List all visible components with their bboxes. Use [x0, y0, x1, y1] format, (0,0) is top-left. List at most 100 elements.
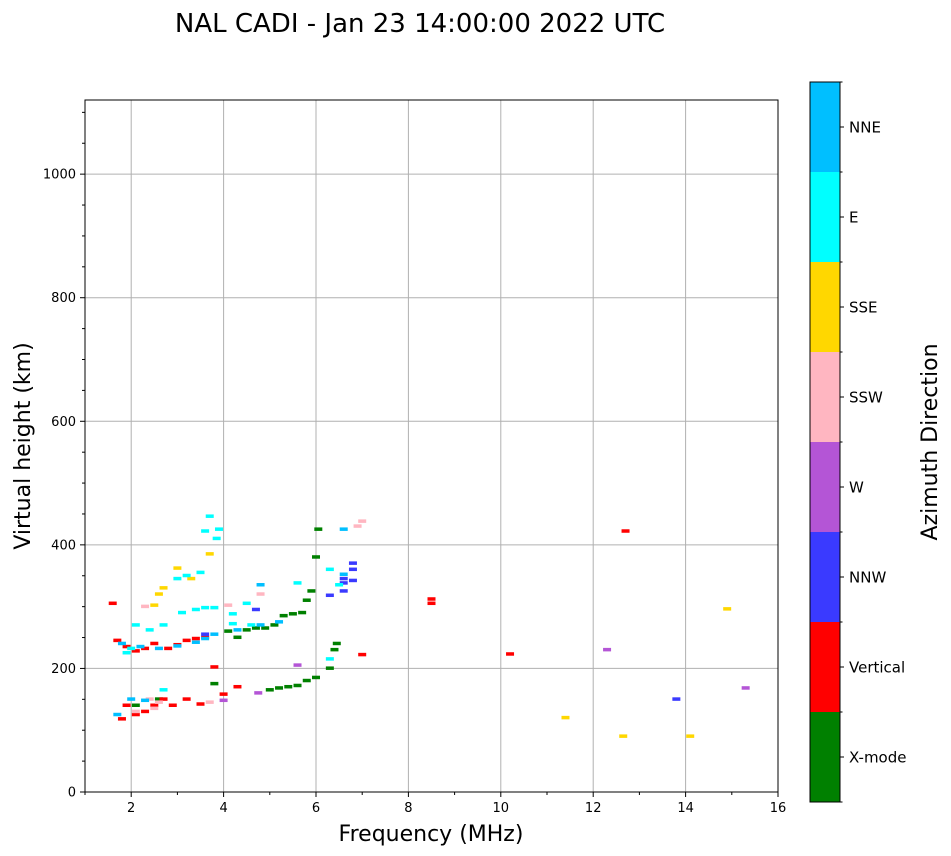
data-point-e [205, 514, 214, 518]
y-tick-label: 600 [51, 415, 76, 430]
data-point-e [201, 605, 210, 610]
data-point-vertical [131, 649, 140, 653]
plot-background [85, 100, 778, 792]
data-point-sse [154, 592, 163, 596]
colorbar-segment-sse [810, 262, 840, 352]
data-point-x-mode [279, 613, 288, 618]
data-marks [108, 514, 750, 738]
data-point-vertical [427, 597, 436, 601]
data-point-x-mode [314, 527, 323, 531]
x-axis-label: Frequency (MHz) [339, 822, 524, 847]
data-point-vertical [182, 638, 191, 643]
data-point-e [178, 610, 187, 615]
data-point-x-mode [325, 666, 334, 670]
data-point-e [228, 612, 237, 616]
data-point-e [173, 576, 182, 581]
data-point-nnw [201, 632, 210, 636]
data-point-nnw [348, 561, 357, 565]
colorbar-label-nnw: NNW [849, 569, 886, 587]
data-point-x-mode [312, 675, 320, 680]
colorbar-label-x-mode: X-mode [849, 749, 906, 767]
data-point-nnw [339, 581, 348, 585]
colorbar-segment-nne [810, 82, 840, 172]
data-point-x-mode [265, 688, 274, 692]
data-point-w [603, 647, 612, 652]
data-point-vertical [113, 638, 122, 643]
data-point-e [293, 581, 302, 585]
data-point-e [191, 607, 200, 612]
data-point-w [741, 686, 750, 690]
data-point-nnw [339, 576, 348, 581]
data-point-vertical [358, 652, 367, 657]
data-point-nne [339, 572, 348, 577]
data-point-sse [173, 566, 182, 570]
x-axis-ticks: 2 4 6 8 10 12 14 16 [84, 792, 786, 816]
data-point-e [131, 623, 140, 627]
data-point-x-mode [298, 610, 307, 615]
data-point-vertical [141, 646, 150, 651]
data-point-ssw [145, 697, 154, 701]
data-point-e [159, 688, 168, 692]
data-point-x-mode [270, 623, 279, 627]
y-tick-label: 0 [68, 786, 76, 801]
colorbar-frame [809, 81, 841, 803]
data-point-vertical [150, 641, 159, 646]
colorbar-segment-ssw [810, 352, 840, 442]
data-point-e [228, 621, 237, 626]
data-point-nne [173, 644, 182, 648]
data-point-w [219, 698, 228, 703]
data-point-vertical [108, 601, 117, 606]
data-point-sse [561, 715, 570, 720]
data-point-x-mode [275, 686, 284, 690]
data-point-ssw [131, 709, 140, 714]
data-point-ssw [358, 519, 367, 523]
data-point-x-mode [261, 626, 270, 630]
data-point-nne [136, 644, 145, 649]
data-point-e [201, 529, 210, 533]
data-point-vertical [621, 529, 630, 533]
data-point-x-mode [293, 683, 302, 688]
data-point-x-mode [302, 598, 311, 602]
data-point-vertical [122, 644, 131, 649]
x-tick-label: 14 [677, 801, 694, 816]
data-point-e [122, 650, 131, 655]
data-point-vertical [164, 646, 173, 651]
colorbar-segment-w [810, 442, 840, 532]
data-point-ssw [150, 706, 159, 711]
data-point-sse [150, 603, 159, 607]
colorbar-segment-nnw [810, 532, 840, 622]
data-point-sse [205, 552, 214, 556]
data-point-vertical [122, 703, 131, 707]
data-point-w [293, 663, 302, 667]
data-point-ssw [205, 700, 214, 704]
data-point-x-mode [224, 629, 233, 633]
data-point-nnw [325, 593, 334, 598]
colorbar-label-e: E [849, 209, 858, 227]
colorbar-label-vertical: Vertical [849, 659, 905, 677]
data-point-sse [686, 734, 695, 738]
data-point-nnw [672, 697, 681, 701]
data-point-ssw [154, 700, 163, 704]
data-point-x-mode [330, 647, 339, 652]
data-point-vertical [196, 702, 205, 706]
data-point-nne [117, 641, 126, 646]
y-axis-label: Virtual height (km) [11, 342, 36, 549]
x-tick-label: 10 [493, 801, 510, 816]
data-point-e [127, 646, 136, 651]
data-point-x-mode [131, 703, 140, 707]
data-point-vertical [191, 636, 200, 641]
data-point-w [254, 691, 263, 695]
data-point-e [210, 605, 219, 610]
data-point-e [242, 601, 251, 606]
data-point-vertical [219, 692, 228, 696]
data-point-nne [201, 636, 210, 641]
colorbar-title: Azimuth Direction [918, 343, 943, 540]
data-point-ssw [224, 603, 233, 607]
data-point-x-mode [312, 555, 320, 559]
data-point-nnw [348, 567, 357, 572]
data-point-x-mode [154, 697, 163, 701]
data-point-ssw [353, 524, 362, 528]
data-point-nne [127, 697, 136, 701]
data-point-nne [154, 646, 163, 651]
